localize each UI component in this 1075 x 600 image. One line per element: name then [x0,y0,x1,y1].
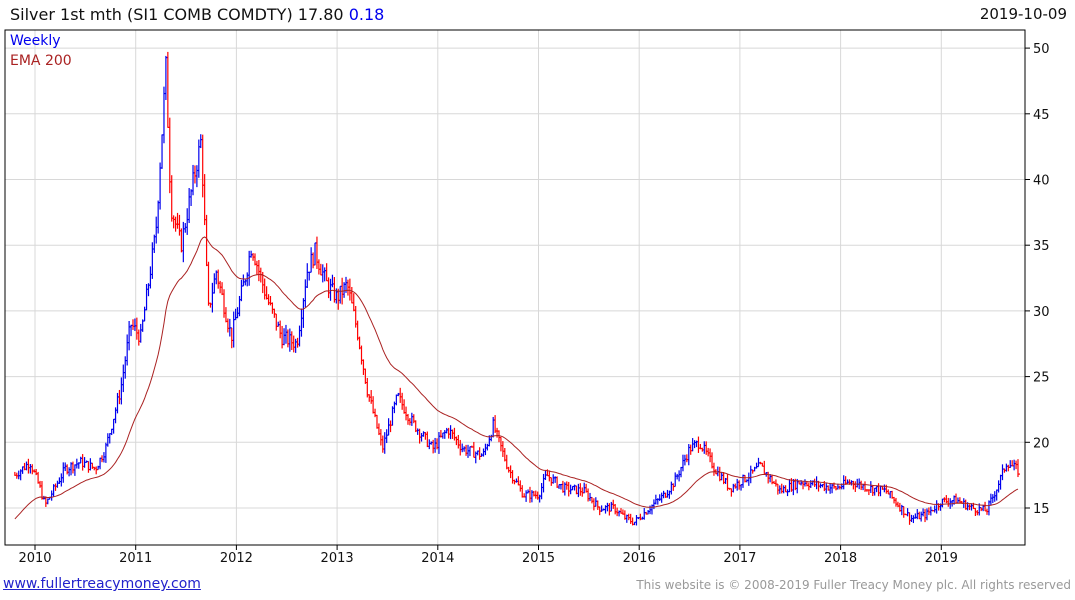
x-tick-label: 2013 [321,551,354,566]
x-tick-label: 2017 [723,551,756,566]
legend-ema: EMA 200 [10,53,72,69]
x-tick-label: 2019 [925,551,958,566]
x-tick-label: 2010 [18,551,51,566]
y-tick-label: 15 [1033,502,1050,517]
y-tick-label: 25 [1033,371,1050,386]
x-tick-label: 2011 [119,551,152,566]
copyright: This website is © 2008-2019 Fuller Treac… [636,578,1071,592]
ema-200-line [14,236,1019,520]
legend-weekly: Weekly [10,33,61,49]
x-tick-label: 2012 [220,551,253,566]
x-tick-label: 2015 [522,551,555,566]
x-tick-label: 2018 [824,551,857,566]
website-link[interactable]: www.fullertreacymoney.com [3,576,201,592]
last-price: 17.80 [297,5,344,24]
x-tick-label: 2014 [421,551,454,566]
plot-frame [4,29,1026,546]
y-tick-label: 30 [1033,305,1050,320]
chart-date: 2019-10-09 [979,5,1067,23]
x-tick-label: 2016 [623,551,656,566]
y-tick-label: 40 [1033,174,1050,189]
y-tick-label: 20 [1033,436,1050,451]
y-tick-label: 35 [1033,239,1050,254]
instrument-name: Silver 1st mth (SI1 COMB COMDTY) [10,5,293,24]
chart-title: Silver 1st mth (SI1 COMB COMDTY) 17.80 0… [10,5,384,24]
y-tick-label: 45 [1033,108,1050,123]
price-change: 0.18 [348,5,385,24]
y-tick-label: 50 [1033,42,1050,57]
